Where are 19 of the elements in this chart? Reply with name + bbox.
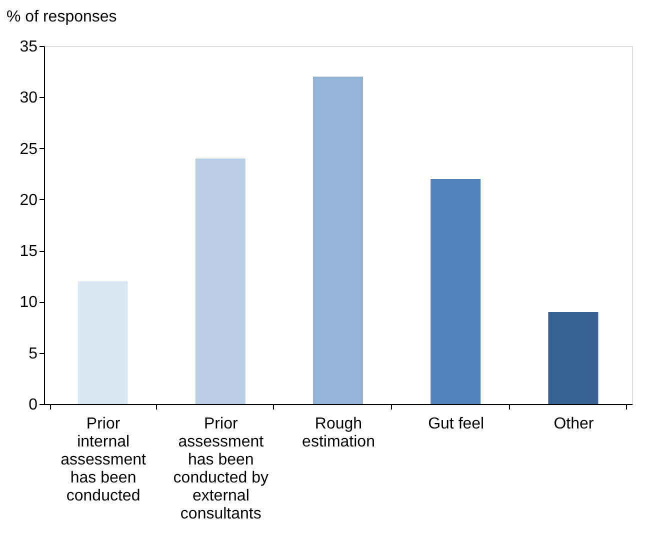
bar [78,281,128,404]
x-tick-label: Prior assessment has been conducted by external consultants [173,416,268,522]
y-tick-label: 35 [20,38,38,56]
y-tick-label: 0 [28,396,38,414]
x-tick-label: Gut feel [428,416,484,432]
x-tick-label: Other [554,416,594,432]
y-tick-label: 25 [20,140,38,158]
y-tick-label: 15 [20,243,38,260]
y-tick-label: 20 [20,192,38,209]
bar [548,312,598,404]
y-tick-label: 10 [20,294,38,312]
bar [430,178,481,404]
y-tick-label: 5 [28,345,38,362]
bar [313,76,363,404]
y-axis-title: % of responses [6,8,117,26]
y-tick-label: 30 [20,90,38,107]
x-tick-label: Rough estimation [302,416,375,450]
x-tick-label: Prior internal assessment has been conducted [60,416,147,504]
bar [195,158,246,404]
